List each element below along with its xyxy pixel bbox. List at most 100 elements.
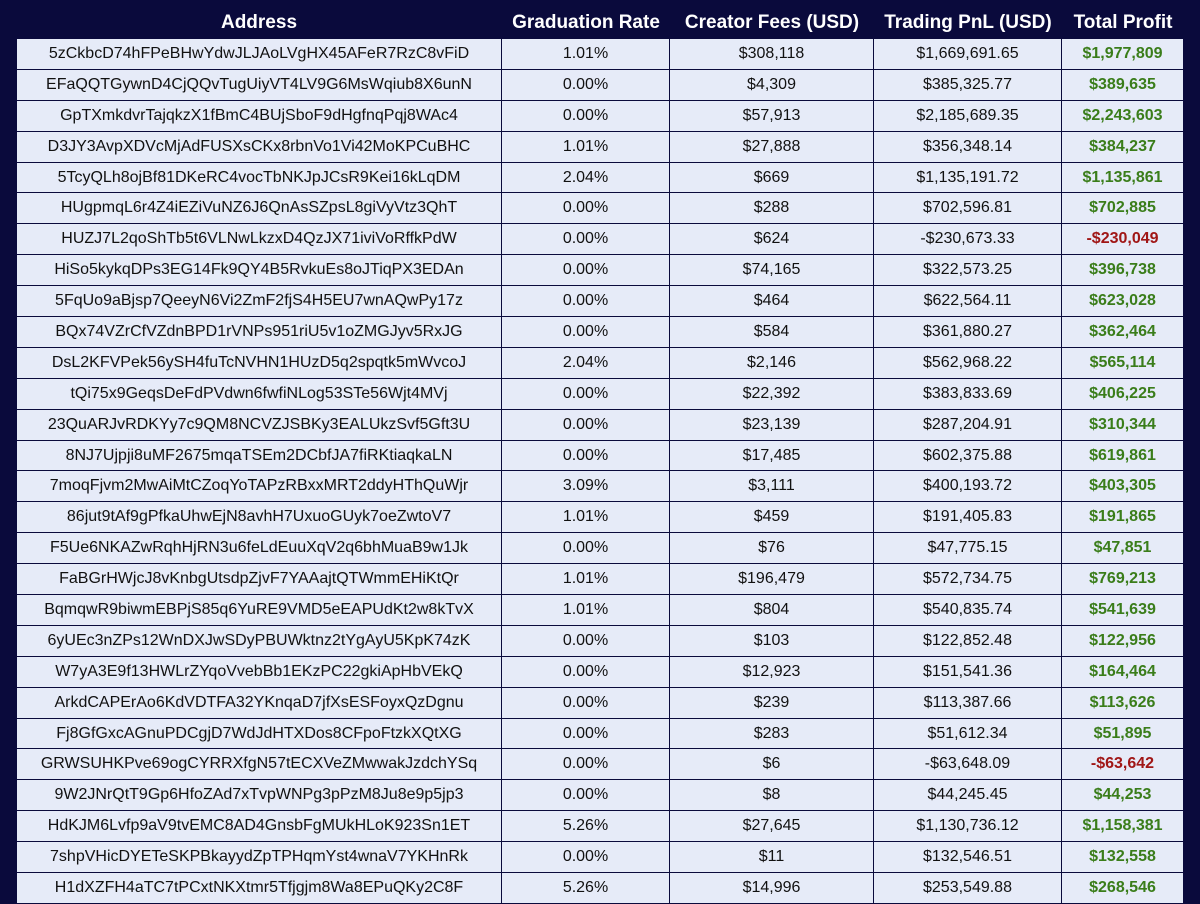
trading-pnl-cell: $602,375.88	[874, 440, 1062, 472]
table-row: HUZJ7L2qoShTb5t6VLNwLkzxD4QzJX71iviVoRff…	[16, 224, 1184, 256]
table-row: 5FqUo9aBjsp7QeeyN6Vi2ZmF2fjS4H5EU7wnAQwP…	[16, 286, 1184, 318]
total-profit-cell: $51,895	[1062, 718, 1184, 750]
address-cell[interactable]: 86jut9tAf9gPfkaUhwEjN8avhH7UxuoGUyk7oeZw…	[16, 502, 502, 534]
trading-pnl-cell: $622,564.11	[874, 286, 1062, 318]
header-address[interactable]: Address	[16, 8, 502, 38]
creator-fees-cell: $669	[670, 162, 874, 194]
trading-pnl-cell: $562,968.22	[874, 347, 1062, 379]
address-cell[interactable]: HiSo5kykqDPs3EG14Fk9QY4B5RvkuEs8oJTiqPX3…	[16, 255, 502, 287]
table-row: H1dXZFH4aTC7tPCxtNKXtmr5Tfjgjm8Wa8EPuQKy…	[16, 873, 1184, 904]
creator-fees-cell: $584	[670, 317, 874, 348]
trading-pnl-cell: $47,775.15	[874, 533, 1062, 565]
graduation-rate-cell: 0.00%	[502, 780, 670, 812]
total-profit-cell: $113,626	[1062, 687, 1184, 719]
trading-pnl-cell: $287,204.91	[874, 409, 1062, 441]
address-cell[interactable]: 5TcyQLh8ojBf81DKeRC4vocTbNKJpJCsR9Kei16k…	[16, 162, 502, 194]
address-cell[interactable]: DsL2KFVPek56ySH4fuTcNVHN1HUzD5q2spqtk5mW…	[16, 347, 502, 379]
creator-fees-cell: $288	[670, 193, 874, 225]
address-cell[interactable]: H1dXZFH4aTC7tPCxtNKXtmr5Tfjgjm8Wa8EPuQKy…	[16, 873, 502, 904]
creator-fees-cell: $624	[670, 224, 874, 256]
graduation-rate-cell: 5.26%	[502, 873, 670, 904]
address-cell[interactable]: EFaQQTGywnD4CjQQvTugUiyVT4LV9G6MsWqiub8X…	[16, 69, 502, 101]
creator-fees-cell: $14,996	[670, 873, 874, 904]
graduation-rate-cell: 0.00%	[502, 440, 670, 472]
address-cell[interactable]: 5zCkbcD74hFPeBHwYdwJLJAoLVgHX45AFeR7RzC8…	[16, 38, 502, 70]
graduation-rate-cell: 0.00%	[502, 718, 670, 750]
address-cell[interactable]: GpTXmkdvrTajqkzX1fBmC4BUjSboF9dHgfnqPqj8…	[16, 100, 502, 132]
total-profit-cell: $1,977,809	[1062, 38, 1184, 70]
wallet-profit-table: Address Graduation Rate Creator Fees (US…	[16, 8, 1184, 904]
table-row: BQx74VZrCfVZdnBPD1rVNPs951riU5v1oZMGJyv5…	[16, 317, 1184, 348]
total-profit-cell: $362,464	[1062, 317, 1184, 348]
total-profit-cell: $623,028	[1062, 286, 1184, 318]
graduation-rate-cell: 1.01%	[502, 131, 670, 163]
address-cell[interactable]: FaBGrHWjcJ8vKnbgUtsdpZjvF7YAAajtQTWmmEHi…	[16, 564, 502, 596]
trading-pnl-cell: $702,596.81	[874, 193, 1062, 225]
total-profit-cell: $191,865	[1062, 502, 1184, 534]
total-profit-cell: $565,114	[1062, 347, 1184, 379]
graduation-rate-cell: 1.01%	[502, 502, 670, 534]
address-cell[interactable]: GRWSUHKPve69ogCYRRXfgN57tECXVeZMwwakJzdc…	[16, 749, 502, 781]
trading-pnl-cell: $191,405.83	[874, 502, 1062, 534]
graduation-rate-cell: 2.04%	[502, 162, 670, 194]
total-profit-cell: $403,305	[1062, 471, 1184, 503]
total-profit-cell: $268,546	[1062, 873, 1184, 904]
trading-pnl-cell: $572,734.75	[874, 564, 1062, 596]
address-cell[interactable]: 5FqUo9aBjsp7QeeyN6Vi2ZmF2fjS4H5EU7wnAQwP…	[16, 286, 502, 318]
creator-fees-cell: $12,923	[670, 656, 874, 688]
graduation-rate-cell: 0.00%	[502, 255, 670, 287]
trading-pnl-cell: $113,387.66	[874, 687, 1062, 719]
total-profit-cell: $164,464	[1062, 656, 1184, 688]
header-creator-fees[interactable]: Creator Fees (USD)	[670, 8, 874, 38]
address-cell[interactable]: Fj8GfGxcAGnuPDCgjD7WdJdHTXDos8CFpoFtzkXQ…	[16, 718, 502, 750]
creator-fees-cell: $283	[670, 718, 874, 750]
trading-pnl-cell: $540,835.74	[874, 595, 1062, 626]
address-cell[interactable]: 7shpVHicDYETeSKPBkayydZpTPHqmYst4wnaV7YK…	[16, 842, 502, 874]
address-cell[interactable]: F5Ue6NKAZwRqhHjRN3u6feLdEuuXqV2q6bhMuaB9…	[16, 533, 502, 565]
header-trading-pnl[interactable]: Trading PnL (USD)	[874, 8, 1062, 38]
trading-pnl-cell: $361,880.27	[874, 317, 1062, 348]
graduation-rate-cell: 0.00%	[502, 100, 670, 132]
trading-pnl-cell: -$63,648.09	[874, 749, 1062, 781]
graduation-rate-cell: 0.00%	[502, 193, 670, 225]
address-cell[interactable]: 9W2JNrQtT9Gp6HfoZAd7xTvpWNPg3pPzM8Ju8e9p…	[16, 780, 502, 812]
graduation-rate-cell: 0.00%	[502, 409, 670, 441]
address-cell[interactable]: ArkdCAPErAo6KdVDTFA32YKnqaD7jfXsESFoyxQz…	[16, 687, 502, 719]
address-cell[interactable]: 23QuARJvRDKYy7c9QM8NCVZJSBKy3EALUkzSvf5G…	[16, 409, 502, 441]
address-cell[interactable]: 7moqFjvm2MwAiMtCZoqYoTAPzRBxxMRT2ddyHThQ…	[16, 471, 502, 503]
trading-pnl-cell: $51,612.34	[874, 718, 1062, 750]
header-graduation-rate[interactable]: Graduation Rate	[502, 8, 670, 38]
address-cell[interactable]: HUZJ7L2qoShTb5t6VLNwLkzxD4QzJX71iviVoRff…	[16, 224, 502, 256]
creator-fees-cell: $4,309	[670, 69, 874, 101]
address-cell[interactable]: tQi75x9GeqsDeFdPVdwn6fwfiNLog53STe56Wjt4…	[16, 378, 502, 410]
graduation-rate-cell: 0.00%	[502, 625, 670, 657]
total-profit-cell: $384,237	[1062, 131, 1184, 163]
total-profit-cell: $132,558	[1062, 842, 1184, 874]
graduation-rate-cell: 0.00%	[502, 378, 670, 410]
table-row: 8NJ7Ujpji8uMF2675mqaTSEm2DCbfJA7fiRKtiaq…	[16, 440, 1184, 472]
creator-fees-cell: $8	[670, 780, 874, 812]
table-row: 5TcyQLh8ojBf81DKeRC4vocTbNKJpJCsR9Kei16k…	[16, 162, 1184, 194]
table-row: HiSo5kykqDPs3EG14Fk9QY4B5RvkuEs8oJTiqPX3…	[16, 255, 1184, 287]
graduation-rate-cell: 0.00%	[502, 656, 670, 688]
trading-pnl-cell: $151,541.36	[874, 656, 1062, 688]
total-profit-cell: $396,738	[1062, 255, 1184, 287]
creator-fees-cell: $27,888	[670, 131, 874, 163]
header-total-profit[interactable]: Total Profit	[1062, 8, 1184, 38]
total-profit-cell: -$63,642	[1062, 749, 1184, 781]
trading-pnl-cell: -$230,673.33	[874, 224, 1062, 256]
address-cell[interactable]: D3JY3AvpXDVcMjAdFUSXsCKx8rbnVo1Vi42MoKPC…	[16, 131, 502, 163]
address-cell[interactable]: 6yUEc3nZPs12WnDXJwSDyPBUWktnz2tYgAyU5KpK…	[16, 625, 502, 657]
address-cell[interactable]: 8NJ7Ujpji8uMF2675mqaTSEm2DCbfJA7fiRKtiaq…	[16, 440, 502, 472]
table-row: D3JY3AvpXDVcMjAdFUSXsCKx8rbnVo1Vi42MoKPC…	[16, 131, 1184, 163]
creator-fees-cell: $22,392	[670, 378, 874, 410]
address-cell[interactable]: W7yA3E9f13HWLrZYqoVvebBb1EKzPC22gkiApHbV…	[16, 656, 502, 688]
creator-fees-cell: $11	[670, 842, 874, 874]
address-cell[interactable]: BqmqwR9biwmEBPjS85q6YuRE9VMD5eEAPUdKt2w8…	[16, 595, 502, 626]
address-cell[interactable]: HdKJM6Lvfp9aV9tvEMC8AD4GnsbFgMUkHLoK923S…	[16, 811, 502, 843]
total-profit-cell: $2,243,603	[1062, 100, 1184, 132]
total-profit-cell: $541,639	[1062, 595, 1184, 626]
creator-fees-cell: $103	[670, 625, 874, 657]
address-cell[interactable]: HUgpmqL6r4Z4iEZiVuNZ6J6QnAsSZpsL8giVyVtz…	[16, 193, 502, 225]
address-cell[interactable]: BQx74VZrCfVZdnBPD1rVNPs951riU5v1oZMGJyv5…	[16, 317, 502, 348]
